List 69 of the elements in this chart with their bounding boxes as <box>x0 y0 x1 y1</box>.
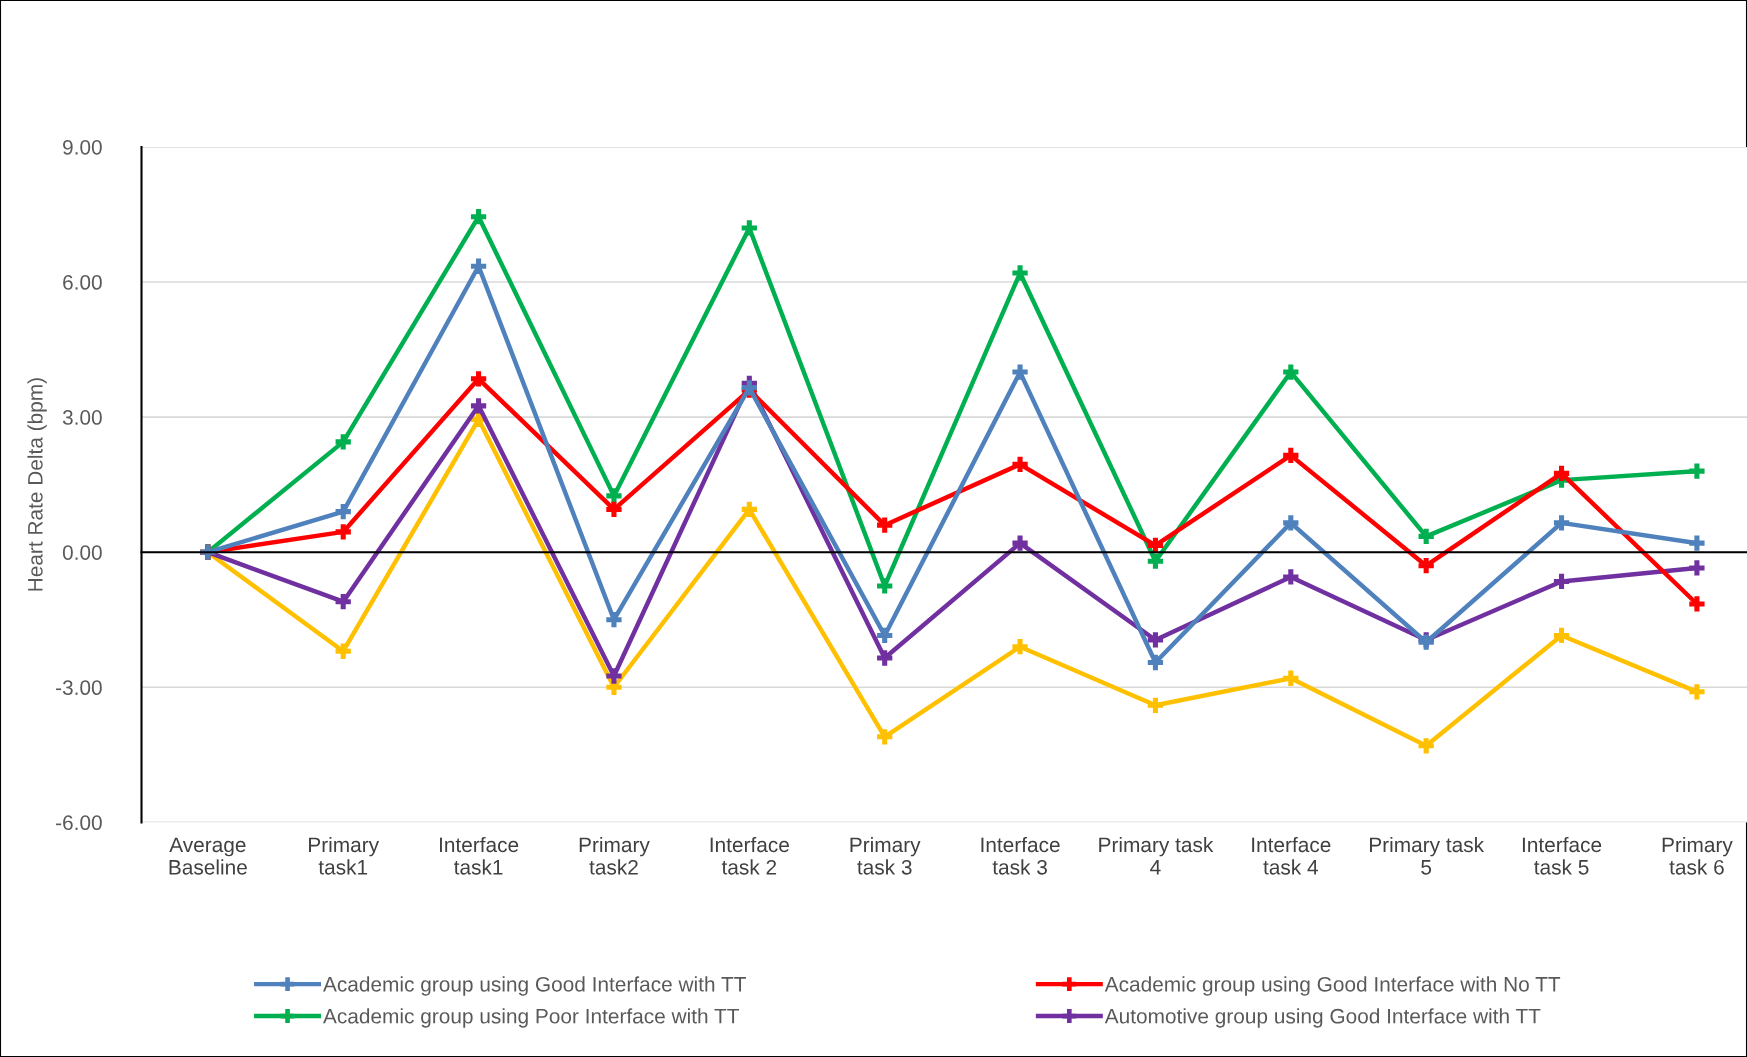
point <box>1418 738 1434 754</box>
legend-label: Academic group using Good Interface with No TT <box>1104 976 1561 996</box>
x-tick-label: Interface task 4 <box>1252 836 1331 875</box>
x-tick-label: Interface task 2 <box>710 836 789 875</box>
y-tick-label: -3.00 <box>56 680 102 696</box>
point <box>1553 515 1570 531</box>
point <box>470 258 487 274</box>
point <box>606 501 622 518</box>
point <box>606 612 622 628</box>
legend-label: Academic group using Good Interface with TT <box>323 976 746 996</box>
point <box>1012 265 1028 281</box>
point <box>335 524 351 540</box>
point <box>1012 364 1028 380</box>
point <box>606 668 622 684</box>
x-tick-label: Primary task 3 <box>850 836 921 875</box>
y-tick-label: 0.00 <box>62 545 102 560</box>
point <box>470 209 487 225</box>
point <box>741 220 757 236</box>
point <box>470 398 487 414</box>
point <box>1283 670 1299 686</box>
point <box>877 517 893 533</box>
point <box>877 578 893 594</box>
x-tick-label: Primary task 5 <box>1370 836 1485 875</box>
x-tick-label: Average Baseline <box>169 837 247 875</box>
point <box>470 371 487 387</box>
point <box>335 594 351 610</box>
point <box>1012 456 1028 473</box>
point <box>1553 465 1570 482</box>
x-tick-label: Interface task 3 <box>981 836 1060 875</box>
point <box>1689 596 1705 612</box>
point <box>1147 654 1164 671</box>
point <box>1147 697 1164 713</box>
point <box>335 643 351 659</box>
point <box>1418 558 1434 574</box>
point <box>877 729 893 745</box>
y-tick-label: 6.00 <box>63 275 102 290</box>
y-tick-label: 3.00 <box>62 410 102 425</box>
point <box>1283 569 1299 585</box>
point <box>335 434 351 450</box>
point <box>1283 447 1299 464</box>
x-tick-label: Primary task 4 <box>1099 836 1214 875</box>
point <box>335 504 351 520</box>
x-tick-label: Primary task2 <box>579 836 650 875</box>
point <box>1283 515 1299 531</box>
x-tick-label: Primary task 6 <box>1662 836 1733 875</box>
point <box>1147 632 1164 648</box>
legend-label: Automotive group using Good Interface with TT <box>1104 1008 1541 1028</box>
point <box>1283 364 1299 380</box>
y-tick-label: 9.00 <box>63 139 102 155</box>
point <box>1689 560 1705 576</box>
point <box>1689 463 1705 479</box>
point <box>1689 535 1705 551</box>
point <box>1689 684 1705 700</box>
point <box>741 501 757 518</box>
y-tick-label: -6.00 <box>56 815 102 831</box>
point <box>1012 535 1028 551</box>
point <box>1147 553 1164 569</box>
point <box>606 488 622 504</box>
x-tick-label: Interface task 5 <box>1522 836 1602 875</box>
point <box>877 650 893 666</box>
point <box>1012 639 1028 655</box>
y-axis-title: Heart Rate Delta (bpm) <box>27 378 47 591</box>
point <box>1418 528 1434 545</box>
legend-label: Academic group using Poor Interface with TT <box>323 1008 739 1028</box>
point <box>1553 573 1570 590</box>
x-tick-label: Interface task1 <box>439 836 519 875</box>
point <box>1553 627 1570 644</box>
point <box>877 627 893 644</box>
x-tick-label: Primary task1 <box>309 836 380 875</box>
